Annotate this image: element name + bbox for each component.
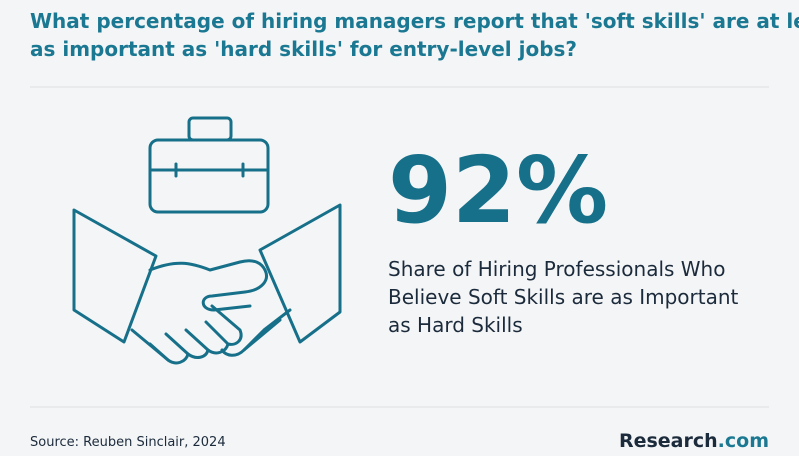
logo-name: Research bbox=[619, 430, 718, 452]
title-line: What percentage of hiring managers repor… bbox=[30, 9, 799, 33]
briefcase-icon bbox=[148, 116, 270, 214]
handshake-icon bbox=[72, 203, 342, 365]
logo: Research.com bbox=[619, 430, 769, 452]
stat-description-line: Believe Soft Skills are as Important bbox=[388, 285, 739, 309]
logo-suffix: .com bbox=[718, 430, 769, 452]
stat-description-line: Share of Hiring Professionals Who bbox=[388, 257, 725, 281]
stat-description-line: as Hard Skills bbox=[388, 313, 523, 337]
stat-value: 92% bbox=[388, 137, 608, 244]
source: Source: Reuben Sinclair, 2024 bbox=[30, 435, 226, 450]
title-line: as important as 'hard skills' for entry-… bbox=[30, 37, 577, 61]
